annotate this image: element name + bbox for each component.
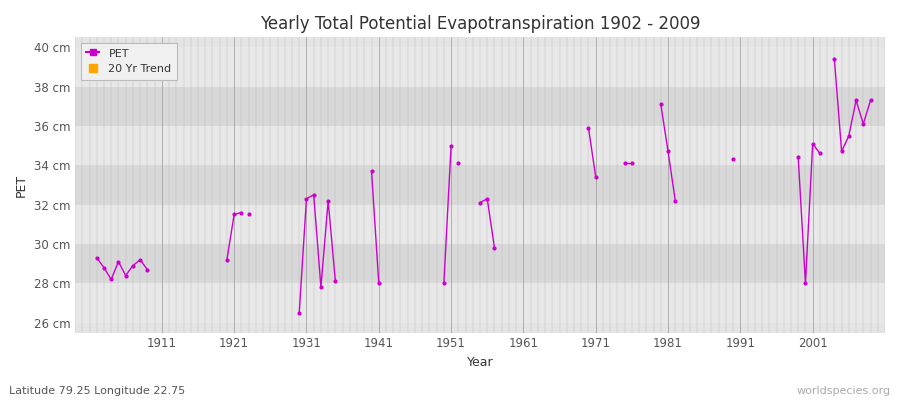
Text: Latitude 79.25 Longitude 22.75: Latitude 79.25 Longitude 22.75: [9, 386, 185, 396]
Bar: [75, 205, 885, 244]
Text: worldspecies.org: worldspecies.org: [796, 386, 891, 396]
Bar: [75, 244, 885, 283]
Title: Yearly Total Potential Evapotranspiration 1902 - 2009: Yearly Total Potential Evapotranspiratio…: [260, 15, 700, 33]
Y-axis label: PET: PET: [15, 173, 28, 196]
Bar: [75, 126, 885, 165]
Bar: [75, 283, 885, 323]
Bar: [75, 165, 885, 205]
Bar: [75, 86, 885, 126]
Legend: PET, 20 Yr Trend: PET, 20 Yr Trend: [81, 43, 177, 80]
X-axis label: Year: Year: [467, 356, 493, 369]
Bar: [75, 47, 885, 86]
